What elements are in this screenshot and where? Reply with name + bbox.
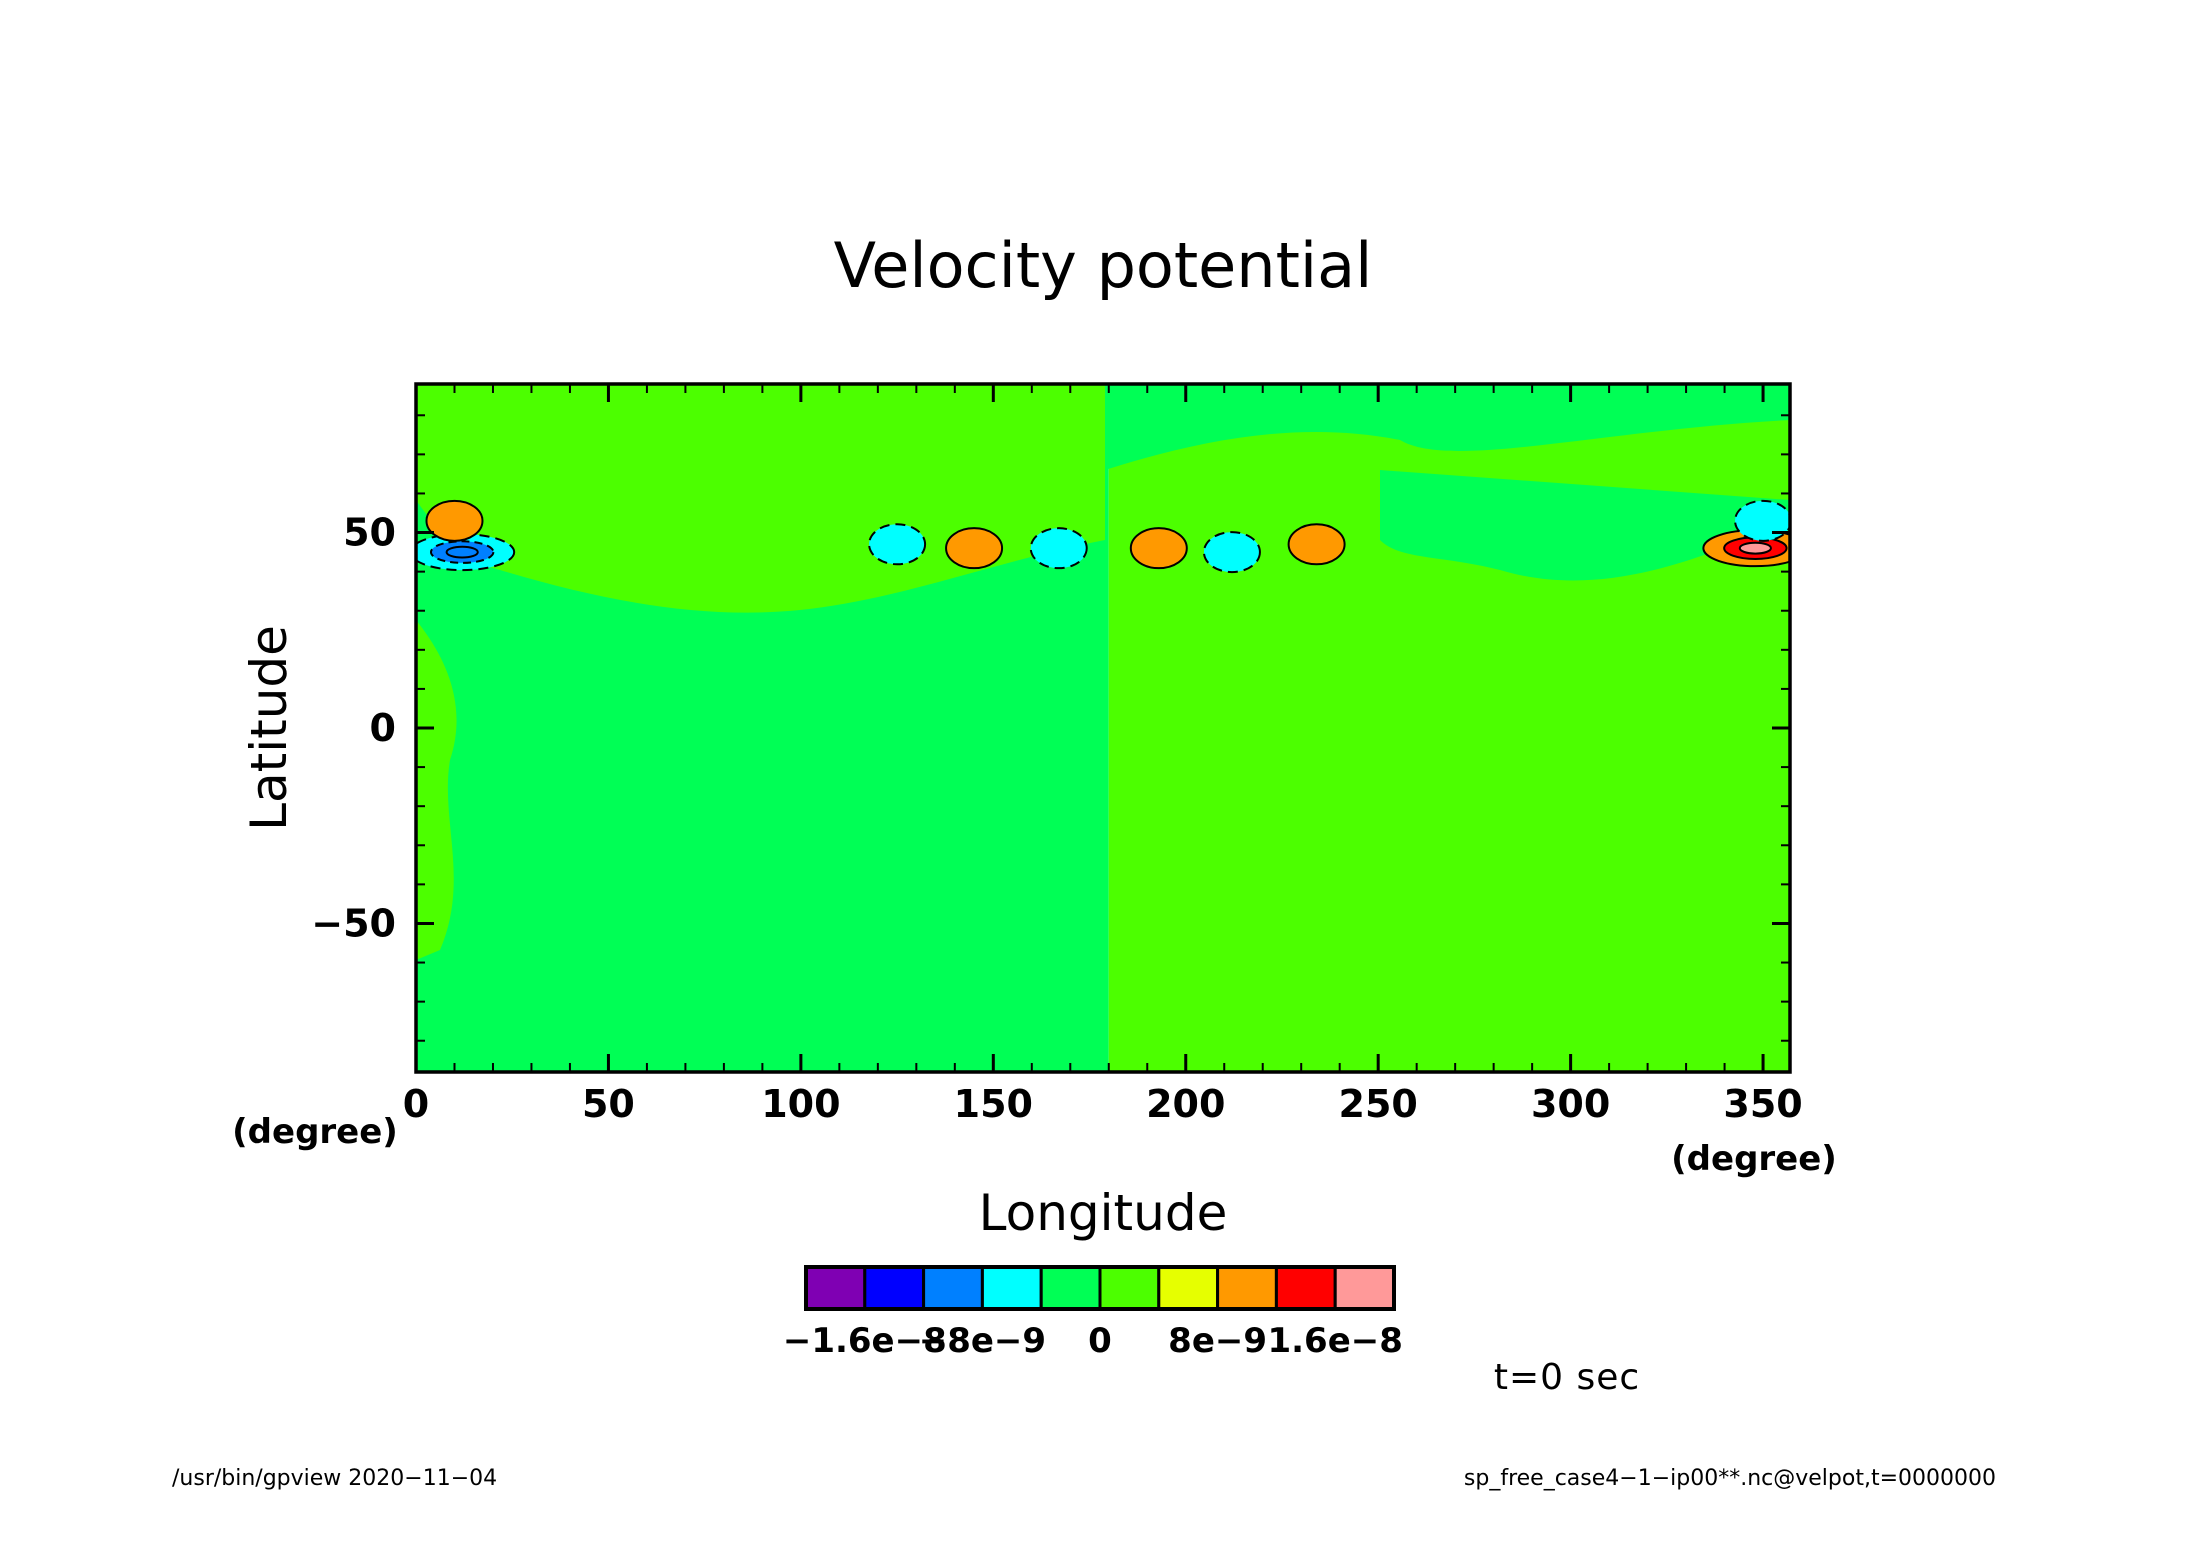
colorbar [804, 1265, 1396, 1311]
colorbar-swatch [863, 1265, 926, 1311]
feature-10 [1734, 499, 1790, 542]
y-axis-title: Latitude [240, 625, 298, 831]
colorbar-label: 8e−9 [1168, 1321, 1267, 1361]
colorbar-swatch [1274, 1265, 1337, 1311]
x-tick-label: 250 [1339, 1082, 1418, 1126]
feature-contour-core [1738, 541, 1772, 555]
feature-contour-outer [1129, 527, 1188, 570]
colorbar-swatch [980, 1265, 1043, 1311]
colorbar-swatch [1157, 1265, 1220, 1311]
y-tick-label: 50 [343, 511, 396, 555]
y-unit-right: (degree) [1671, 1139, 1837, 1179]
colorbar-label: 1.6e−8 [1267, 1321, 1402, 1361]
colorbar-frame [804, 1265, 1396, 1311]
y-tick-labels: 50 0 −50 [311, 511, 396, 946]
background-east-patch [1380, 470, 1790, 581]
background-fields [416, 384, 1790, 1072]
background-north-band [416, 384, 1105, 613]
feature-4 [945, 527, 1004, 570]
x-tick-label: 150 [954, 1082, 1033, 1126]
x-tick-label: 200 [1146, 1082, 1225, 1126]
colorbar-swatch [922, 1265, 984, 1311]
feature-1 [416, 533, 516, 572]
chart-title: Velocity potential [834, 229, 1373, 302]
feature-contour-core [445, 545, 479, 559]
axis-ticks [414, 384, 1790, 1072]
x-unit-left: (degree) [232, 1112, 398, 1152]
feature-2 [425, 499, 484, 542]
colorbar-swatch [804, 1265, 867, 1311]
feature-contour-outer [1029, 527, 1088, 570]
feature-8 [1287, 523, 1346, 566]
x-tick-label: 100 [761, 1082, 840, 1126]
y-tick-label: 0 [370, 706, 396, 750]
feature-6 [1129, 527, 1188, 570]
x-tick-label: 50 [582, 1082, 635, 1126]
feature-contour-outer [868, 523, 927, 566]
colorbar-labels: −1.6e−8−8e−9 0 8e−9 1.6e−8 [783, 1321, 1403, 1361]
feature-3 [868, 523, 927, 566]
footer-left: /usr/bin/gpview 2020−11−04 [172, 1466, 497, 1491]
contour-features [416, 499, 1790, 574]
feature-contour-outer [1202, 531, 1261, 574]
feature-7 [1202, 531, 1261, 574]
x-tick-label: 300 [1531, 1082, 1610, 1126]
x-tick-label: 0 [403, 1082, 429, 1126]
colorbar-label: 0 [1088, 1321, 1112, 1361]
time-label: t=0 sec [1494, 1357, 1640, 1398]
x-axis-title: Longitude [979, 1184, 1228, 1242]
feature-contour-outer [1734, 499, 1790, 542]
colorbar-swatch [1098, 1265, 1161, 1311]
colorbar-swatch [1216, 1265, 1278, 1311]
feature-contour-outer [425, 499, 484, 542]
feature-contour-outer [1287, 523, 1346, 566]
background-west-edge [416, 620, 457, 960]
plot-area [416, 384, 1790, 1072]
feature-contour-outer [945, 527, 1004, 570]
colorbar-label: −8e−9 [919, 1321, 1046, 1361]
x-tick-labels: 0 50 100 150 200 250 300 350 [403, 1082, 1803, 1126]
background-northeast-patch [1105, 384, 1790, 470]
y-tick-label: −50 [311, 901, 396, 945]
colorbar-swatch [1333, 1265, 1396, 1311]
colorbar-label: −1.6e−8 [783, 1321, 947, 1361]
feature-5 [1029, 527, 1088, 570]
colorbar-swatch [1039, 1265, 1102, 1311]
footer-right: sp_free_case4−1−ip00**.nc@velpot,t=00000… [1464, 1466, 1996, 1491]
x-tick-label: 350 [1723, 1082, 1802, 1126]
